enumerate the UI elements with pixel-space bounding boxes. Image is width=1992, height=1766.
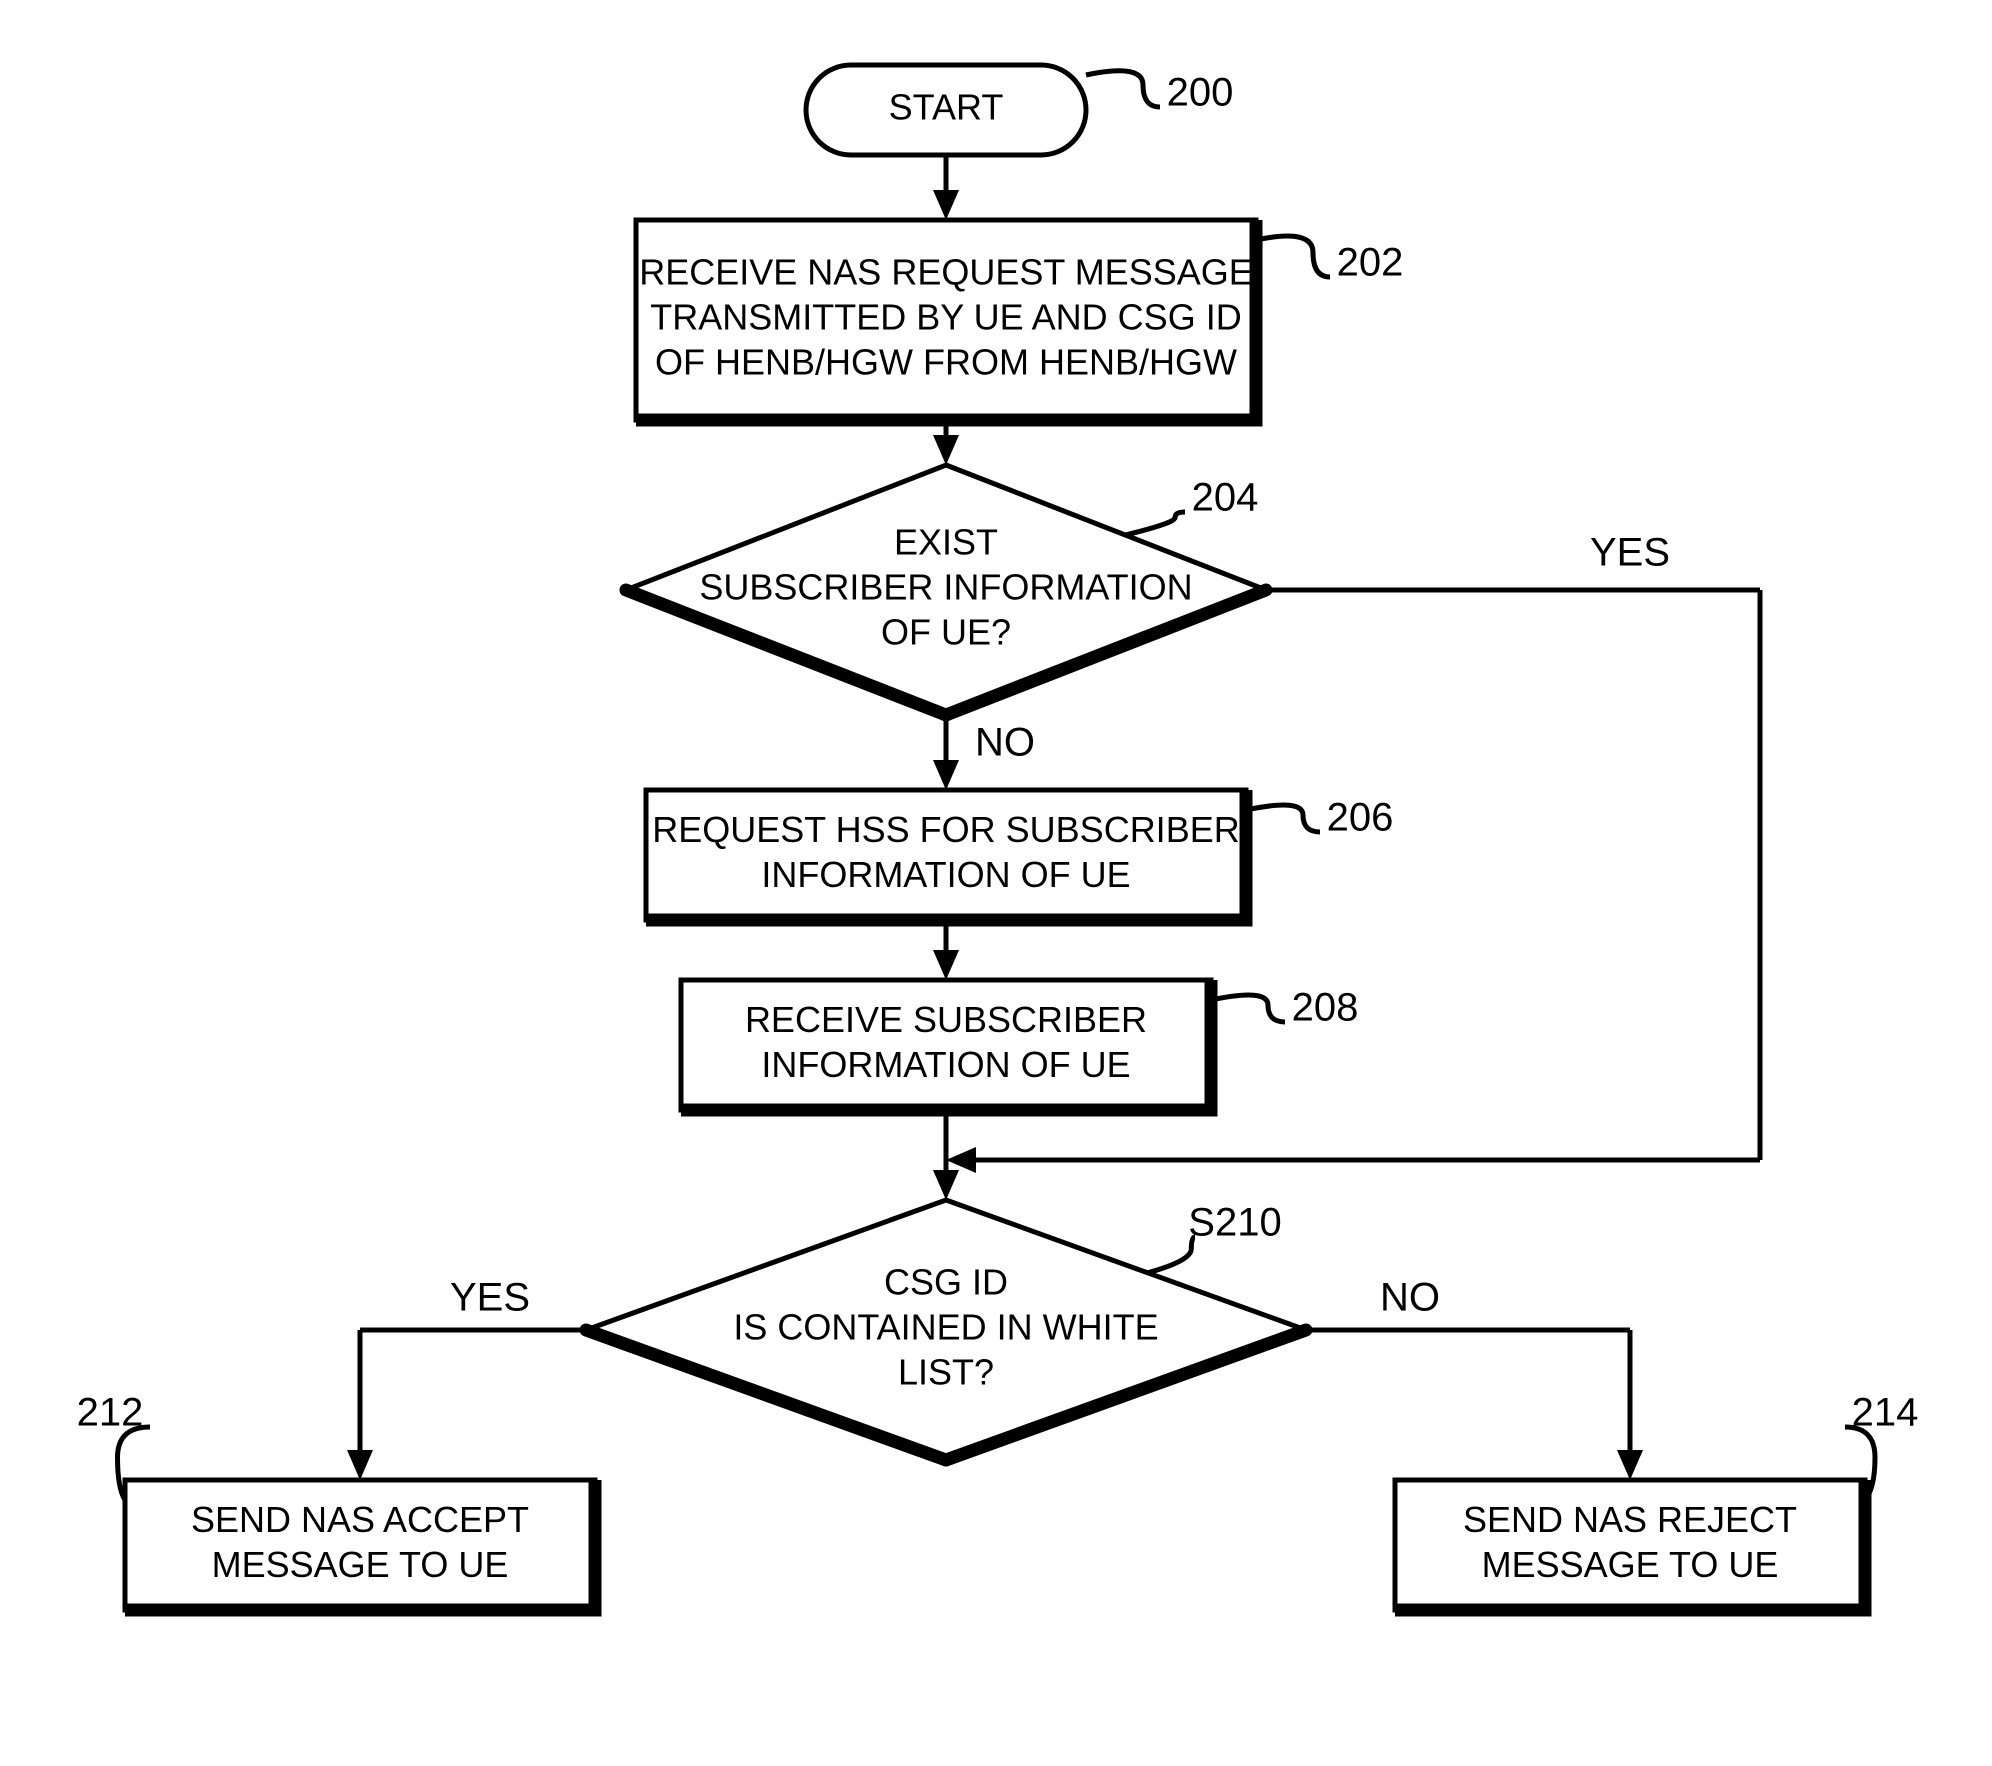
svg-text:RECEIVE SUBSCRIBER: RECEIVE SUBSCRIBER (745, 999, 1147, 1040)
branch-label-no: NO (975, 721, 1035, 765)
node-n206: REQUEST HSS FOR SUBSCRIBERINFORMATION OF… (646, 790, 1253, 920)
branch-label-yes: YES (450, 1276, 530, 1320)
svg-text:MESSAGE TO UE: MESSAGE TO UE (212, 1544, 509, 1585)
svg-text:IS CONTAINED IN WHITE: IS CONTAINED IN WHITE (733, 1307, 1158, 1348)
branch-label-yes: YES (1590, 531, 1670, 575)
svg-text:208: 208 (1292, 986, 1359, 1030)
svg-text:206: 206 (1327, 796, 1394, 840)
svg-text:TRANSMITTED BY UE AND CSG ID: TRANSMITTED BY UE AND CSG ID (650, 297, 1241, 338)
node-n208: RECEIVE SUBSCRIBERINFORMATION OF UE (681, 980, 1218, 1110)
svg-text:MESSAGE TO UE: MESSAGE TO UE (1482, 1544, 1779, 1585)
node-n214: SEND NAS REJECTMESSAGE TO UE (1395, 1480, 1872, 1610)
svg-text:SEND NAS ACCEPT: SEND NAS ACCEPT (191, 1499, 529, 1540)
svg-text:202: 202 (1337, 241, 1404, 285)
svg-text:204: 204 (1192, 476, 1259, 520)
svg-text:REQUEST HSS FOR SUBSCRIBER: REQUEST HSS FOR SUBSCRIBER (652, 809, 1239, 850)
node-n202: RECEIVE NAS REQUEST MESSAGETRANSMITTED B… (636, 220, 1263, 420)
svg-text:CSG ID: CSG ID (884, 1262, 1008, 1303)
branch-label-no: NO (1380, 1276, 1440, 1320)
svg-text:LIST?: LIST? (898, 1352, 994, 1393)
svg-text:SUBSCRIBER INFORMATION: SUBSCRIBER INFORMATION (699, 567, 1192, 608)
svg-text:START: START (889, 87, 1004, 128)
svg-text:OF HENB/HGW FROM HENB/HGW: OF HENB/HGW FROM HENB/HGW (655, 342, 1237, 383)
svg-text:RECEIVE NAS REQUEST MESSAGE: RECEIVE NAS REQUEST MESSAGE (639, 252, 1253, 293)
node-start: START (806, 65, 1086, 155)
svg-text:INFORMATION OF UE: INFORMATION OF UE (761, 854, 1130, 895)
nodes-layer: START RECEIVE NAS REQUEST MESSAGETRANSMIT… (125, 65, 1872, 1610)
node-n212: SEND NAS ACCEPTMESSAGE TO UE (125, 1480, 602, 1610)
svg-text:SEND NAS REJECT: SEND NAS REJECT (1463, 1499, 1797, 1540)
svg-text:EXIST: EXIST (894, 522, 998, 563)
svg-text:200: 200 (1167, 71, 1234, 115)
node-n204: EXISTSUBSCRIBER INFORMATIONOF UE? (626, 465, 1266, 715)
svg-text:INFORMATION OF UE: INFORMATION OF UE (761, 1044, 1130, 1085)
svg-text:OF UE?: OF UE? (881, 612, 1011, 653)
svg-text:S210: S210 (1188, 1201, 1281, 1245)
